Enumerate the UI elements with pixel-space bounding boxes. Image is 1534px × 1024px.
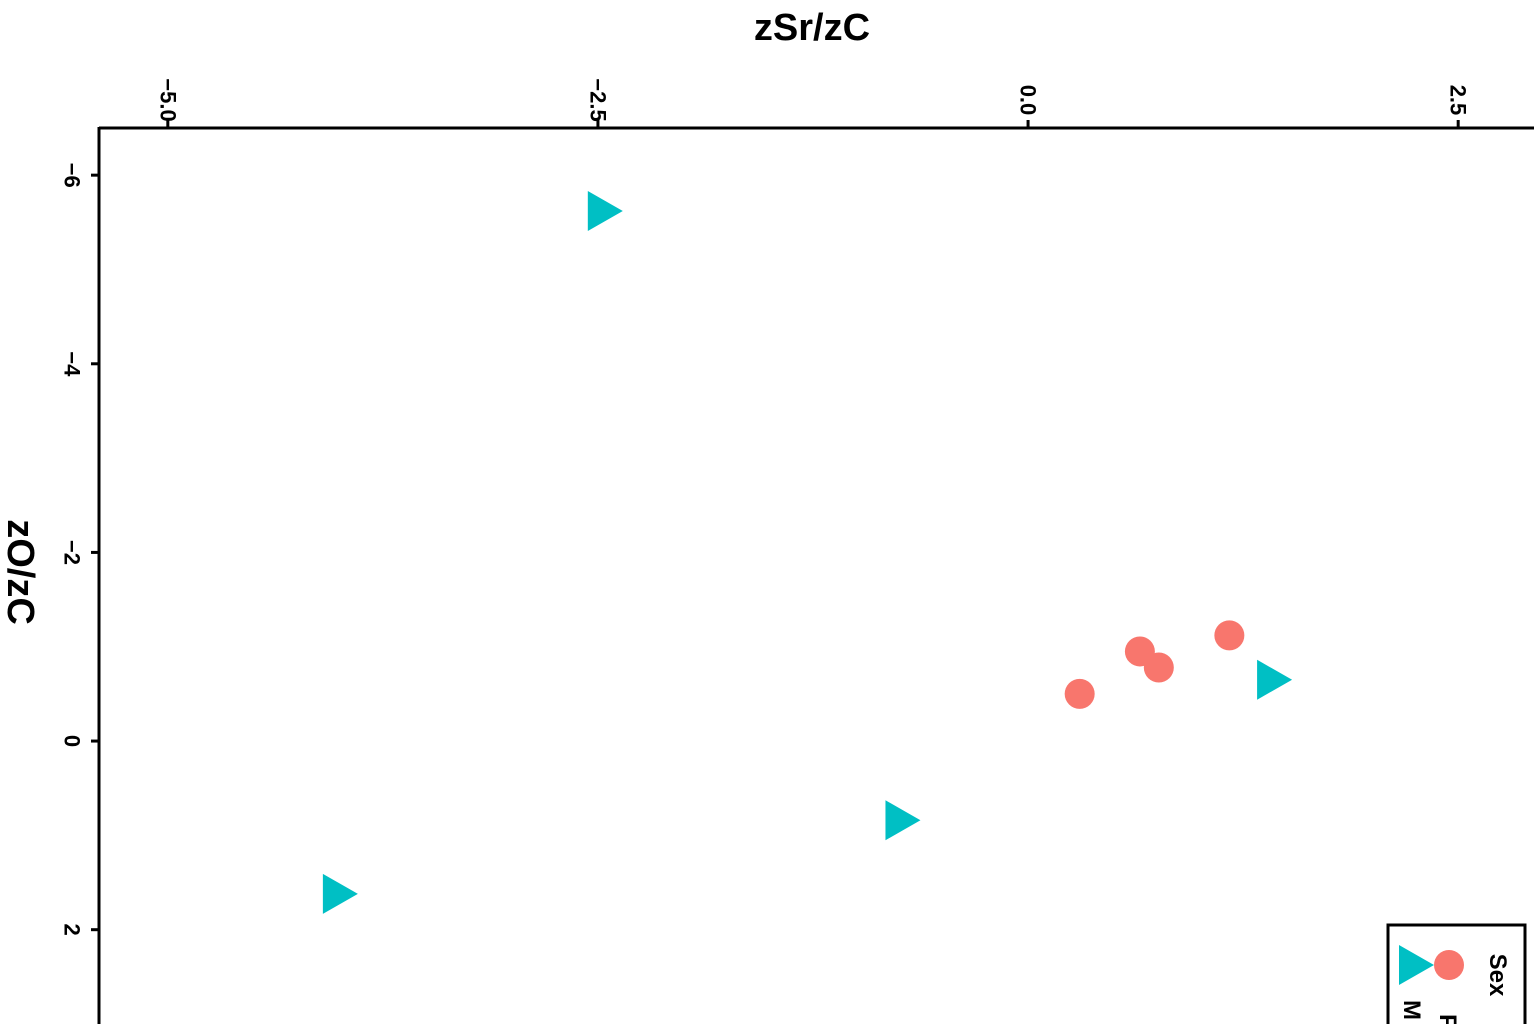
data-points bbox=[322, 190, 1293, 914]
point-m bbox=[587, 190, 623, 231]
point-f bbox=[1214, 620, 1245, 651]
y-tick-label: 2 bbox=[60, 924, 85, 936]
legend-title: Sex bbox=[1484, 954, 1511, 997]
point-m bbox=[322, 873, 358, 914]
x-tick-label: −5.0 bbox=[155, 78, 180, 121]
legend: Sex F M bbox=[1386, 923, 1527, 1024]
y-tick-label: 0 bbox=[60, 735, 85, 747]
y-axis-ticks: −6 −4 −2 0 2 bbox=[60, 163, 99, 936]
y-tick-label: −6 bbox=[60, 163, 85, 188]
y-tick-label: −2 bbox=[60, 540, 85, 565]
point-f bbox=[1064, 678, 1095, 709]
x-tick-label: 2.5 bbox=[1446, 85, 1471, 116]
x-axis-ticks: −5.0 −2.5 0.0 2.5 bbox=[155, 78, 1471, 128]
point-m bbox=[885, 800, 921, 841]
x-tick-label: 0.0 bbox=[1016, 85, 1041, 116]
y-tick-label: −4 bbox=[60, 351, 85, 377]
legend-label-f: F bbox=[1434, 1014, 1461, 1024]
legend-f-marker bbox=[1434, 950, 1464, 980]
x-tick-label: −2.5 bbox=[585, 78, 610, 121]
x-axis-title: zSr/zC bbox=[754, 7, 870, 49]
point-f bbox=[1143, 652, 1174, 683]
legend-label-m: M bbox=[1398, 1000, 1425, 1020]
legend-m-marker bbox=[1399, 945, 1434, 985]
point-m bbox=[1257, 659, 1293, 700]
y-axis-title: zO/zC bbox=[0, 519, 41, 625]
